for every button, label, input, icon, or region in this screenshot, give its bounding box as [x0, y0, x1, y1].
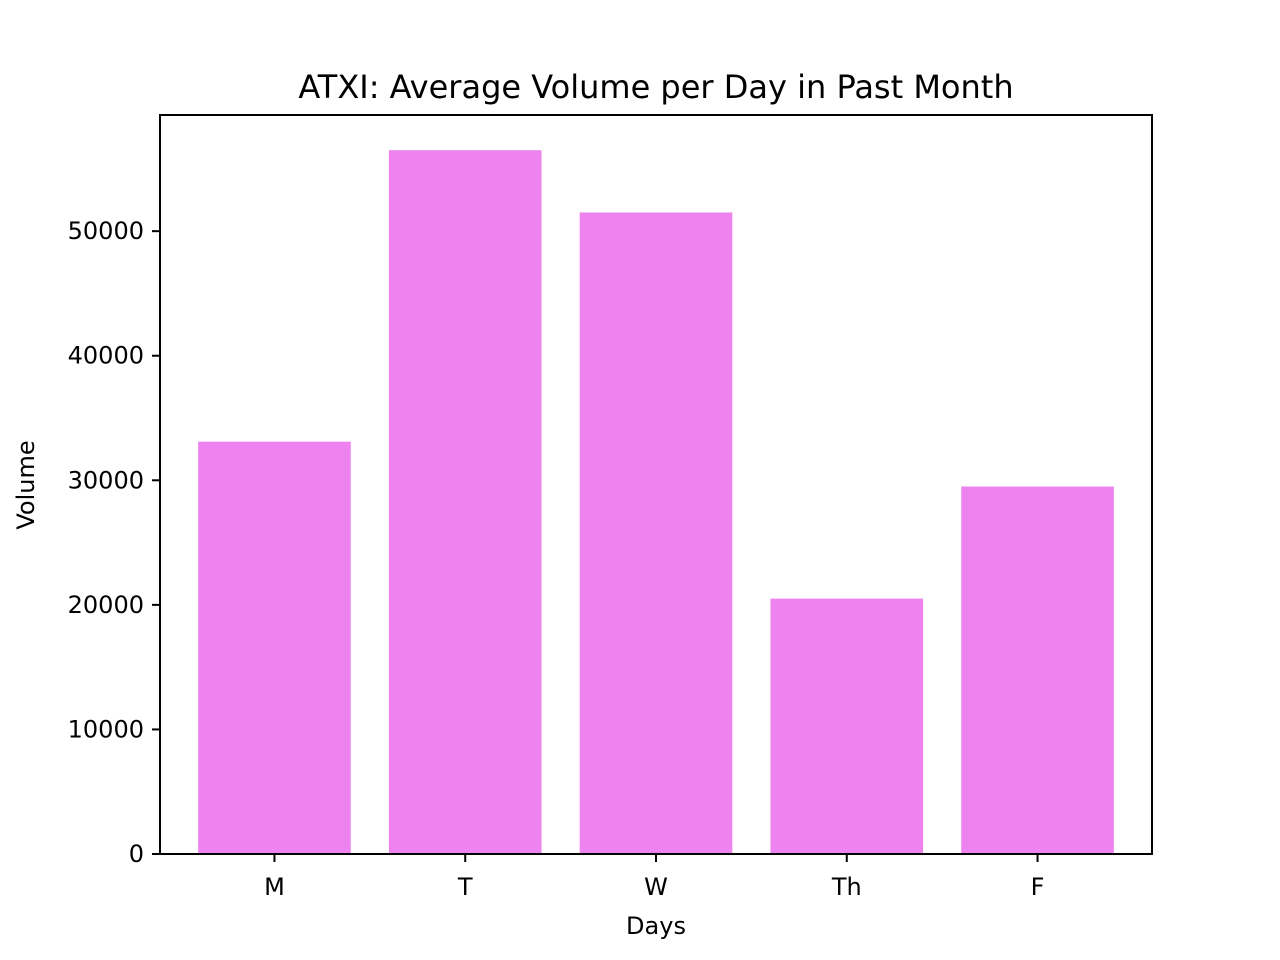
- x-tick-label: W: [644, 873, 668, 901]
- x-tick-label: T: [457, 873, 473, 901]
- bar-f: [961, 486, 1114, 854]
- chart-title: ATXI: Average Volume per Day in Past Mon…: [298, 68, 1013, 106]
- y-axis-label: Volume: [12, 440, 40, 529]
- y-tick-label: 10000: [68, 715, 144, 743]
- y-tick-label: 0: [129, 840, 144, 868]
- x-axis-label: Days: [626, 912, 686, 940]
- y-axis: 0 10000 20000 30000 40000 50000: [68, 217, 160, 868]
- bar-t: [388, 150, 542, 854]
- bar-w: [579, 212, 733, 855]
- y-tick-label: 40000: [68, 342, 144, 370]
- y-tick-label: 20000: [68, 591, 144, 619]
- bar-m: [198, 441, 351, 854]
- y-tick-label: 50000: [68, 217, 144, 245]
- plot-frame: [159, 114, 1153, 855]
- y-tick-label: 30000: [68, 466, 144, 494]
- x-axis: M T W Th F: [264, 854, 1044, 901]
- x-tick-label: F: [1031, 873, 1045, 901]
- x-tick-label: Th: [831, 873, 862, 901]
- x-tick-label: M: [264, 873, 285, 901]
- bar-th: [770, 598, 924, 854]
- bars-group: [198, 150, 1114, 855]
